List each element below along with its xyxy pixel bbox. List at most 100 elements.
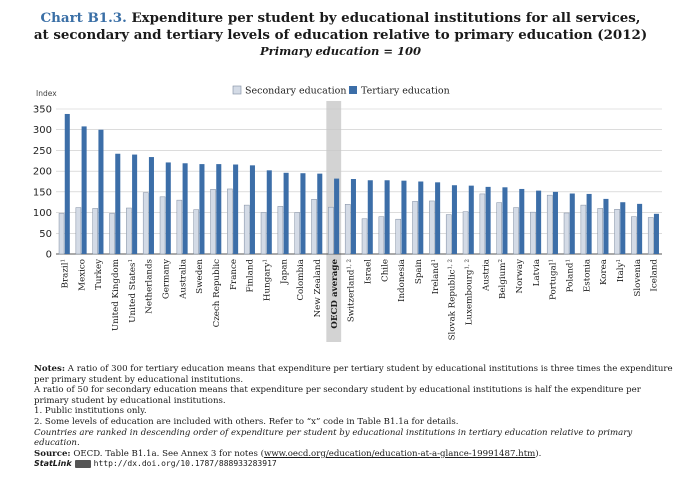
highlight-layer <box>326 101 342 342</box>
bar-secondary <box>580 204 587 255</box>
bar-secondary <box>496 202 502 255</box>
bar-tertiary <box>283 172 289 254</box>
bar-tertiary <box>64 113 70 254</box>
bar-secondary <box>479 193 486 255</box>
x-tick-footnote: 1 <box>431 259 437 263</box>
bar-secondary <box>344 204 351 255</box>
bar-secondary <box>260 212 267 255</box>
bar-secondary <box>159 196 166 255</box>
notes-ranking: Countries are ranked in descending order… <box>34 427 633 449</box>
x-tick-label: France <box>229 259 239 290</box>
x-tick-footnote: 1 <box>60 259 66 263</box>
statlink-row: StatLink http://dx.doi.org/10.1787/888933… <box>34 459 674 470</box>
bar-secondary <box>176 199 183 255</box>
bar-secondary <box>58 213 65 255</box>
y-tick-label: 100 <box>33 208 52 219</box>
bar-tertiary <box>317 173 323 254</box>
bar-tertiary <box>536 190 542 254</box>
x-tick-label: Portugal1 <box>549 259 559 300</box>
y-tick-label: 300 <box>33 125 52 136</box>
bar-tertiary <box>115 153 121 254</box>
x-tick-label: Austria <box>481 259 491 292</box>
x-tick-label: Estonia <box>582 259 592 292</box>
x-tick-footnote: 1 <box>128 259 134 263</box>
source-text: OECD. Table B1.1a. See Annex 3 for notes… <box>73 448 264 459</box>
x-tick-label: Chile <box>380 259 390 282</box>
bar-tertiary <box>233 164 239 254</box>
x-tick-label: Germany <box>161 259 171 299</box>
source-heading: Source: <box>34 448 71 459</box>
x-tick-label: Indonesia <box>397 259 407 302</box>
bar-secondary <box>597 208 603 255</box>
bar-secondary <box>395 218 401 255</box>
grid-layer <box>56 108 662 255</box>
bar-secondary <box>277 206 284 255</box>
x-tick-label: Spain <box>414 259 424 284</box>
bar-tertiary <box>98 129 104 254</box>
bar-tertiary <box>216 164 222 254</box>
bar-tertiary <box>350 179 356 254</box>
x-tick-label: Colombia <box>296 259 306 301</box>
statlink-url[interactable]: http://dx.doi.org/10.1787/888933283917 <box>93 459 277 469</box>
bar-secondary <box>142 192 149 255</box>
legend-swatch-tertiary <box>349 86 357 94</box>
bar-tertiary <box>182 163 188 254</box>
bar-tertiary <box>148 157 154 254</box>
bar-chart: 0 50 100 150 200 250 300 350 Index Brazil1 Mexico T… <box>33 85 662 342</box>
bar-secondary <box>462 211 469 255</box>
oecd-average-highlight <box>326 101 342 342</box>
x-tick-label: Poland1 <box>565 259 575 292</box>
bar-tertiary <box>637 203 643 254</box>
bar-tertiary <box>519 188 525 254</box>
bar-tertiary <box>435 182 441 254</box>
x-tick-footnote: 1 <box>549 259 555 263</box>
notes-note2: 2. Some levels of education are included… <box>34 416 459 427</box>
bar-tertiary <box>300 173 306 254</box>
bar-tertiary <box>334 178 340 254</box>
x-tick-label: Slovak Republic1, 2 <box>448 259 458 340</box>
bar-tertiary <box>586 193 592 254</box>
x-tick-label: Czech Republic <box>212 259 222 328</box>
x-tick-footnote: 1 <box>616 259 622 263</box>
bar-tertiary <box>451 185 457 254</box>
y-tick-label: 0 <box>46 250 52 261</box>
bar-secondary <box>445 214 452 255</box>
x-tick-label: Ireland1 <box>431 259 441 294</box>
x-tick-label: Switzerland1, 2 <box>347 259 357 322</box>
bars-layer <box>58 113 659 255</box>
bar-secondary <box>546 194 553 255</box>
x-tick-label: Finland <box>246 259 256 293</box>
bar-tertiary <box>199 164 205 254</box>
x-tick-footnote: 1, 2 <box>464 259 470 270</box>
x-tick-label: Israel <box>363 259 373 284</box>
bar-secondary <box>614 209 620 255</box>
x-tick-label: Mexico <box>77 259 87 291</box>
bar-secondary <box>243 204 250 255</box>
bar-secondary <box>361 218 368 255</box>
x-tick-label: Hungary1 <box>262 259 272 301</box>
bar-secondary <box>75 207 82 255</box>
bar-tertiary <box>468 185 474 254</box>
legend-swatch-secondary <box>232 85 242 95</box>
x-tick-footnote: 1, 2 <box>448 259 454 270</box>
bar-secondary <box>631 216 637 255</box>
bar-tertiary <box>620 202 626 254</box>
bar-tertiary <box>165 162 171 254</box>
source-link[interactable]: www.oecd.org/education/education-at-a-gl… <box>263 448 536 459</box>
bar-secondary <box>126 207 132 255</box>
bar-tertiary <box>569 193 575 254</box>
notes-source: Source: OECD. Table B1.1a. See Annex 3 f… <box>34 449 674 460</box>
x-tick-footnote: 2 <box>498 259 504 263</box>
notes-line2: A ratio of 50 for secondary education me… <box>34 385 641 406</box>
x-tick-label: Brazil1 <box>60 259 70 288</box>
x-tick-footnote: 1, 2 <box>347 259 353 270</box>
chart-subtitle: Primary education = 100 <box>260 44 421 58</box>
y-tick-label: 200 <box>33 167 52 178</box>
x-tick-label: Luxembourg1, 2 <box>464 259 474 325</box>
source-end: ). <box>535 448 542 459</box>
x-tick-label: Netherlands <box>145 258 155 313</box>
y-tick-label: 150 <box>33 187 52 198</box>
bar-tertiary <box>418 181 424 254</box>
notes-section: Notes: A ratio of 300 for tertiary educa… <box>34 364 674 470</box>
bar-tertiary <box>552 191 558 254</box>
